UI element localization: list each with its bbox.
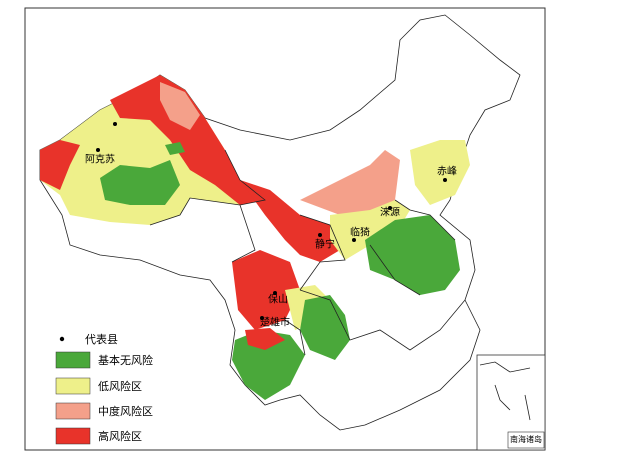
city-dot <box>318 233 322 237</box>
medium-risk-region <box>300 150 400 215</box>
high-risk-region <box>240 180 340 262</box>
high-risk-region <box>232 250 300 330</box>
city-dot <box>352 238 356 242</box>
medium-risk-region <box>160 82 200 130</box>
no-risk-region <box>100 142 185 205</box>
inset-label: 南海诸岛 <box>510 434 542 444</box>
no-risk-region <box>232 295 350 400</box>
legend-swatch <box>55 402 91 420</box>
city-label: 涞源 <box>380 206 400 219</box>
legend-label: 基本无风险 <box>98 353 153 367</box>
inset-coast <box>479 361 531 421</box>
low-risk-region <box>40 75 265 225</box>
legend-swatch <box>55 377 91 395</box>
city-dot <box>273 291 277 295</box>
low-risk-region <box>330 140 470 260</box>
legend: 代表县 基本无风险 低风险区 中度风险区 高风险区 <box>55 332 153 445</box>
city-label: 阿克苏 <box>85 153 115 166</box>
legend-dot <box>59 336 65 342</box>
legend-label: 高风险区 <box>98 429 142 443</box>
city-dot <box>260 316 264 320</box>
legend-swatch <box>55 427 91 445</box>
city-dot <box>113 122 117 126</box>
high-risk-region <box>245 328 285 350</box>
legend-label: 中度风险区 <box>98 404 153 418</box>
inset-label-box <box>507 431 545 449</box>
no-risk-region <box>365 215 460 295</box>
legend-label: 代表县 <box>85 332 118 346</box>
legend-label: 低风险区 <box>98 379 142 393</box>
city-label: 保山 <box>268 293 288 306</box>
city-label: 静宁 <box>315 238 335 251</box>
city-label: 临猗 <box>350 226 370 239</box>
country-outline <box>39 14 521 431</box>
city-layer: 阿克苏 赤峰 涞源 临猗 静宁 保山 楚雄市 <box>85 122 457 329</box>
city-label: 赤峰 <box>437 166 457 178</box>
city-label: 楚雄市 <box>260 316 290 329</box>
high-risk-region <box>40 75 265 205</box>
city-dot <box>443 178 447 182</box>
city-dot <box>388 206 392 210</box>
province-border <box>149 149 466 356</box>
legend-swatch <box>55 351 91 369</box>
city-dot <box>96 148 100 152</box>
